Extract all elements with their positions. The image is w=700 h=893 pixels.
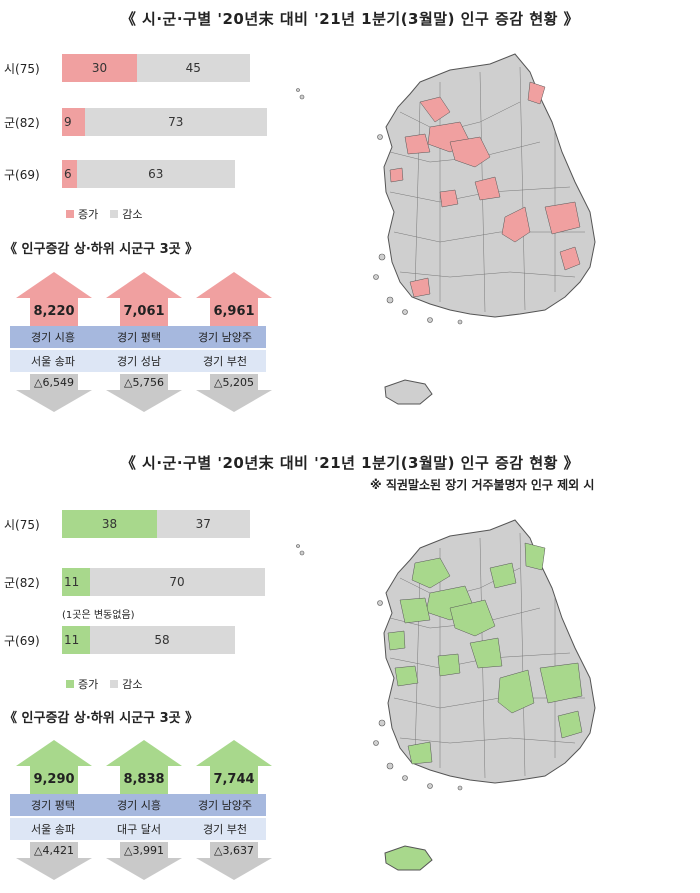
category-label: 시(75) [4, 518, 40, 532]
panel1-korea-map [296, 53, 596, 405]
top-rank-value: 6,961 [213, 304, 255, 319]
bar-segment-decrease: 73 [84, 108, 267, 136]
increase-arrow [16, 740, 92, 794]
bottom-rank-value: △3,637 [214, 844, 254, 857]
bar-segment-decrease: 70 [89, 568, 265, 596]
decrease-arrow [16, 842, 92, 880]
legend-decrease-label: 감소 [122, 678, 143, 691]
bottom-rank-region-row [10, 818, 266, 840]
top-rank-value: 9,290 [33, 772, 75, 787]
legend-increase-label: 증가 [78, 678, 99, 691]
bottom-rank-region: 서울 송파 [31, 355, 75, 368]
bar-segment-decrease: 37 [157, 510, 250, 538]
panel2-title: 《 시·군·구별 '20년末 대비 '21년 1분기(3월말) 인구 증감 현황… [120, 454, 580, 472]
bar-segment-increase: 9 [62, 108, 87, 136]
stacked-bar: 9 73 [62, 108, 267, 136]
stacked-bar: 11 70 [62, 568, 265, 596]
top-rank-value: 8,838 [123, 772, 165, 787]
bar-segment-increase: 38 [62, 510, 157, 538]
top-rank-value: 7,744 [213, 772, 255, 787]
bottom-rank-region: 서울 송파 [31, 823, 75, 836]
category-label: 군(82) [4, 576, 40, 590]
bottom-rank-value: △5,205 [214, 376, 254, 389]
panel1-title: 《 시·군·구별 '20년末 대비 '21년 1분기(3월말) 인구 증감 현황… [120, 10, 580, 28]
top-rank-value: 7,061 [123, 304, 165, 319]
bar-segment-decrease: 58 [89, 626, 235, 654]
decrease-arrow [106, 842, 182, 880]
stacked-bar: 38 37 [62, 510, 250, 538]
decrease-arrow [196, 374, 272, 412]
bar-segment-increase: 30 [62, 54, 137, 82]
top-rank-header-row [10, 794, 266, 816]
increase-arrow [196, 272, 272, 326]
bottom-rank-value: △4,421 [34, 844, 74, 857]
category-label: 군(82) [4, 116, 40, 130]
increase-arrow [106, 740, 182, 794]
legend-decrease-swatch [110, 210, 119, 218]
bar-segment-increase: 11 [62, 568, 92, 596]
top-rank-region: 경기 시흥 [31, 331, 75, 344]
increase-arrow [16, 272, 92, 326]
category-label: 시(75) [4, 62, 40, 76]
bottom-rank-region: 경기 성남 [117, 355, 161, 368]
legend-decrease-swatch [110, 680, 119, 688]
increase-arrow [106, 272, 182, 326]
bottom-rank-region: 경기 부천 [203, 823, 247, 836]
legend-increase-label: 증가 [78, 208, 99, 221]
top-rank-header-row [10, 326, 266, 348]
legend-decrease-label: 감소 [122, 208, 143, 221]
category-label: 구(69) [4, 168, 40, 182]
top-rank-region: 경기 평택 [31, 799, 75, 812]
increase-arrow [196, 740, 272, 794]
bar-segment-increase: 11 [62, 626, 92, 654]
panel1-legend: 증가 감소 [66, 206, 143, 222]
bar-segment-decrease: 63 [77, 160, 235, 188]
stacked-bar: 11 58 [62, 626, 235, 654]
bottom-rank-value: △5,756 [124, 376, 164, 389]
legend-increase-swatch [66, 680, 74, 688]
gun-unchanged-note: (1곳은 변동없음) [62, 610, 135, 621]
panel2-korea-map [296, 519, 596, 871]
stacked-bar: 30 45 [62, 54, 250, 82]
stacked-bar: 6 63 [62, 160, 235, 188]
decrease-arrow [106, 374, 182, 412]
bottom-rank-value: △3,991 [124, 844, 164, 857]
panel2-note: ※ 직권말소된 장기 거주불명자 인구 제외 시 [370, 478, 595, 492]
panel2-legend: 증가 감소 [66, 676, 143, 692]
decrease-arrow [196, 842, 272, 880]
decrease-arrow [16, 374, 92, 412]
top-rank-region: 경기 남양주 [197, 331, 253, 344]
top-rank-region: 경기 남양주 [197, 799, 253, 812]
top-rank-region: 경기 시흥 [117, 799, 161, 812]
category-label: 구(69) [4, 634, 40, 648]
legend-increase-swatch [66, 210, 74, 218]
bar-segment-decrease: 45 [137, 54, 250, 82]
panel2-subtitle: 《 인구증감 상·하위 시군구 3곳 》 [4, 711, 199, 726]
bottom-rank-value: △6,549 [34, 376, 74, 389]
top-rank-value: 8,220 [33, 304, 75, 319]
bar-segment-increase: 6 [62, 160, 79, 188]
bottom-rank-region: 경기 부천 [203, 355, 247, 368]
bottom-rank-region: 대구 달서 [117, 823, 161, 836]
top-rank-region: 경기 평택 [117, 331, 161, 344]
panel1-subtitle: 《 인구증감 상·하위 시군구 3곳 》 [4, 242, 199, 257]
bottom-rank-region-row [10, 350, 266, 372]
